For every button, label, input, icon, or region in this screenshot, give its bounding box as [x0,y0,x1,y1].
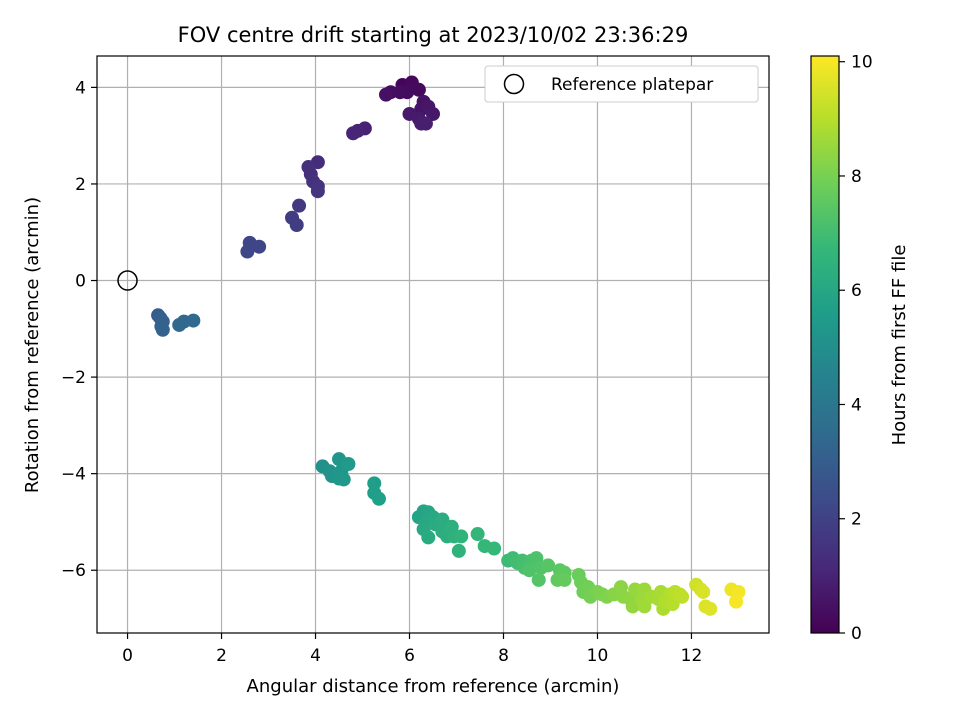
y-tick-label: 0 [75,272,86,292]
data-point [346,126,361,141]
y-tick-label: 2 [75,175,86,195]
data-point [367,476,382,491]
x-tick-label: 12 [681,646,703,666]
reference-marker [117,270,138,291]
y-axis-ticks: −6 −4 −2 0 2 4 [61,78,97,581]
data-point [531,572,546,587]
data-point [426,106,440,121]
colorbar-tick-label: 2 [851,510,862,530]
x-axis-ticks: 0 2 4 6 8 10 12 [122,633,702,666]
data-point [289,217,304,232]
data-point [310,184,325,199]
x-tick-label: 4 [310,646,321,666]
y-tick-label: 4 [75,78,86,98]
data-point [411,82,426,97]
legend-label: Reference platepar [551,75,713,95]
chart-title: FOV centre drift starting at 2023/10/02 … [178,23,689,47]
x-tick-label: 10 [587,646,609,666]
colorbar-label: Hours from first FF file [889,245,910,446]
data-point [252,239,267,254]
data-point [454,529,469,544]
data-point [487,541,502,556]
colorbar-ticks: 0 2 4 6 8 10 [839,53,873,644]
data-point [418,116,433,131]
grid [97,56,769,633]
x-tick-label: 2 [216,646,227,666]
data-point [451,543,466,558]
x-axis-label: Angular distance from reference (arcmin) [247,676,620,697]
data-point [155,322,170,337]
x-tick-label: 6 [404,646,415,666]
legend-box [484,65,759,103]
legend-marker-open-circle [503,73,525,95]
data-point [729,594,744,609]
colorbar-tick-label: 0 [851,624,862,644]
data-point [703,601,718,616]
data-point [522,563,537,578]
legend: Reference platepar [484,65,759,103]
reference-marker-layer [117,270,138,291]
data-point [421,530,436,545]
y-tick-label: −2 [61,368,86,388]
data-point [637,599,652,614]
colorbar-tick-label: 6 [851,281,862,301]
data-points [151,75,746,616]
data-point [371,491,386,506]
y-tick-label: −6 [61,561,86,581]
x-tick-label: 8 [498,646,509,666]
data-point [336,472,351,487]
colorbar-gradient [810,55,840,634]
data-point [341,457,356,472]
colorbar-tick-label: 10 [851,53,873,73]
colorbar: 0 2 4 6 8 10 Hours from first FF file [810,53,910,644]
data-point [470,527,485,542]
data-point [292,198,307,213]
y-tick-label: −4 [61,465,86,485]
x-tick-label: 0 [122,646,133,666]
data-point [240,244,255,259]
plot-frame [96,55,770,634]
colorbar-tick-label: 8 [851,167,862,187]
data-point [557,572,572,587]
data-point [541,558,556,573]
y-axis-label: Rotation from reference (arcmin) [22,197,43,493]
data-point [696,584,711,599]
data-point [186,313,201,328]
colorbar-tick-label: 4 [851,395,862,415]
data-point [379,87,394,102]
data-point [675,589,690,604]
